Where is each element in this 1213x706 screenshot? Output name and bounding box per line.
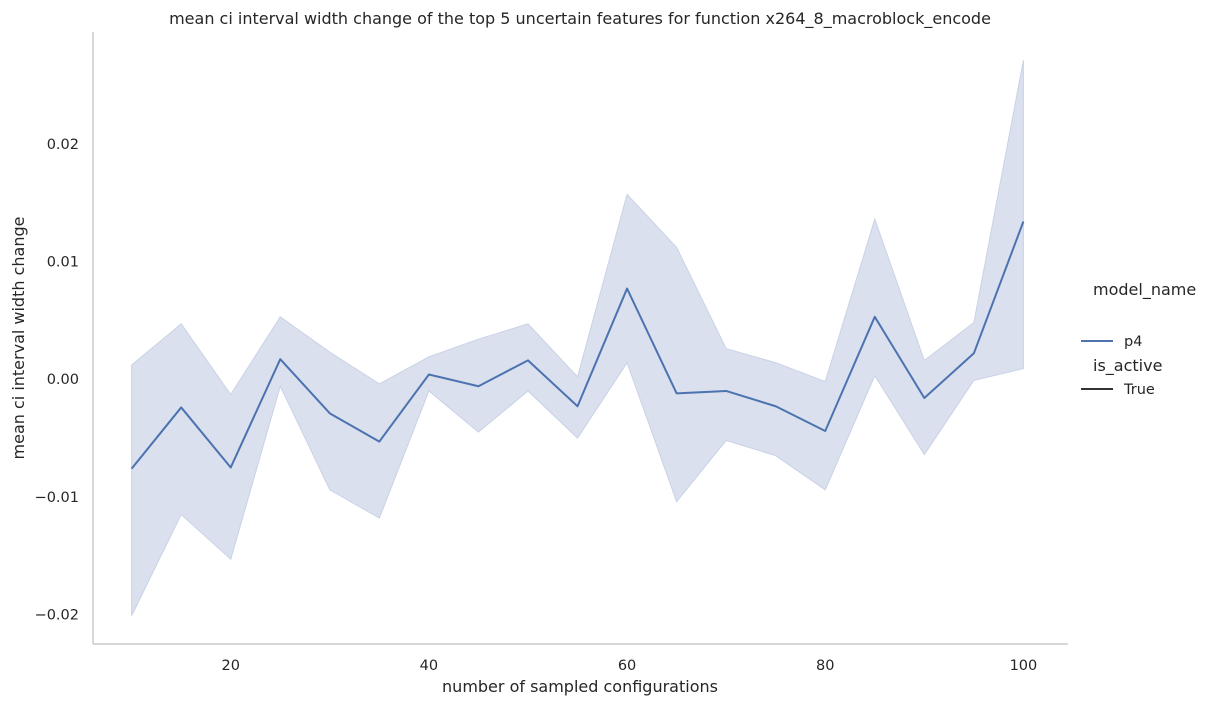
data-point-p4-95 [972,351,976,355]
data-point-p4-65 [675,391,679,395]
data-point-p4-60 [625,287,629,291]
confidence-band-p4 [131,60,1024,616]
x-axis-label: number of sampled configurations [442,677,718,696]
data-point-p4-80 [823,429,827,433]
x-tick-label-20: 20 [222,658,240,674]
data-point-p4-50 [526,358,530,362]
y-tick-label-1: −0.01 [35,490,79,506]
data-point-p4-55 [576,404,580,408]
legend-title-is-active: is_active [1093,356,1162,376]
data-point-p4-75 [774,404,778,408]
axes [92,32,1068,645]
data-point-p4-30 [328,411,332,415]
x-tick-label-80: 80 [816,658,834,674]
x-tick-label-100: 100 [1010,658,1038,674]
data-point-p4-35 [377,440,381,444]
legend-label-true: True [1123,382,1155,398]
legend: model_name p4 is_active True [1081,280,1196,398]
chart-title: mean ci interval width change of the top… [169,9,991,29]
data-point-p4-10 [130,467,134,471]
legend-title-model-name: model_name [1093,280,1196,300]
data-point-p4-40 [427,372,431,376]
legend-label-p4: p4 [1124,334,1142,350]
confidence-band-layer [131,60,1024,616]
data-point-p4-85 [873,315,877,319]
series-line-layer [130,219,1025,471]
data-point-p4-15 [179,405,183,409]
data-point-p4-25 [278,357,282,361]
x-tick-label-40: 40 [420,658,438,674]
y-axis-label: mean ci interval width change [9,217,28,460]
data-point-p4-45 [476,384,480,388]
y-tick-label-2: 0.00 [47,372,79,388]
tick-labels: 20 40 60 80 100 −0.02 −0.01 0.00 0.01 0.02 [35,137,1038,674]
y-tick-label-3: 0.01 [47,255,79,271]
data-point-p4-20 [229,465,233,469]
x-tick-label-60: 60 [618,658,636,674]
data-point-p4-100 [1021,219,1025,223]
data-point-p4-70 [724,389,728,393]
series-line-p4 [130,221,1025,470]
y-tick-label-4: 0.02 [47,137,79,153]
data-point-p4-90 [922,396,926,400]
y-tick-label-0: −0.02 [35,608,79,624]
